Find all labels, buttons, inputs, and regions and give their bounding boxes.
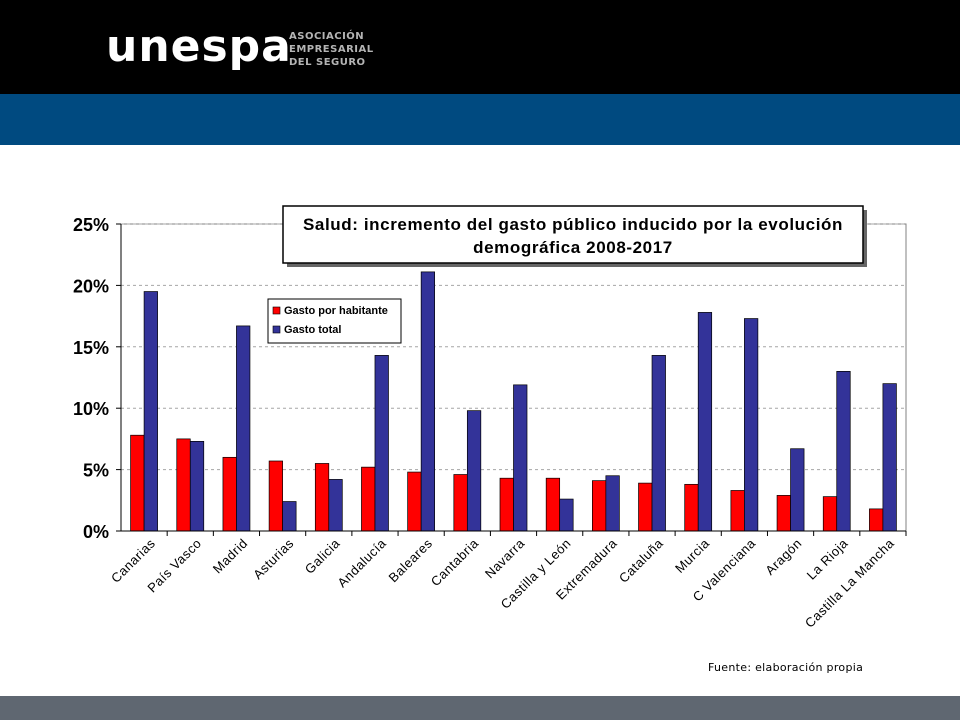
- x-tick-label-la-rioja: La Rioja: [804, 535, 851, 582]
- chart-title-line-1: Salud: incremento del gasto público indu…: [303, 215, 843, 234]
- bar-gasto-total-murcia: [697, 312, 713, 532]
- bar-gasto-total-castilla-la-mancha: [882, 383, 897, 532]
- chart-title-box: Salud: incremento del gasto público indu…: [282, 205, 867, 267]
- bar-gasto-total-cataluna: [651, 355, 666, 532]
- legend-swatch-gasto-por-habitante: [272, 306, 281, 315]
- x-tick-label-asturias: Asturias: [250, 536, 297, 583]
- bar-gasto-total-c-valenciana: [744, 318, 759, 532]
- y-tick-label-0: 0%: [83, 522, 109, 542]
- bar-gasto-total-galicia: [328, 479, 343, 532]
- x-tick-label-cataluna: Cataluña: [616, 535, 666, 585]
- bar-gasto-total-andalucia: [374, 355, 389, 532]
- source-note: Fuente: elaboración propia: [708, 661, 864, 674]
- bar-gasto-total-canarias: [143, 291, 158, 532]
- bar-gasto-por-habitante-c-valenciana: [730, 490, 745, 532]
- title-frame: [282, 205, 864, 264]
- bar-gasto-por-habitante-extremadura: [592, 480, 607, 532]
- legend-frame: [267, 298, 402, 344]
- bar-gasto-total-aragon: [790, 448, 805, 532]
- x-tick-label-andalucia: Andalucía: [334, 535, 389, 590]
- blue-banner: [0, 94, 960, 145]
- bar-gasto-total-castilla-y-leon: [559, 498, 574, 532]
- bar-gasto-por-habitante-castilla-y-leon: [545, 477, 561, 532]
- x-tick-label-galicia: Galicia: [302, 535, 343, 576]
- bar-gasto-por-habitante-madrid: [222, 456, 237, 532]
- bar-gasto-por-habitante-cataluna: [638, 482, 653, 532]
- bar-gasto-total-asturias: [282, 501, 297, 532]
- bar-gasto-total-baleares: [420, 271, 435, 532]
- bar-gasto-total-navarra: [513, 384, 528, 532]
- logo-subtitle-line-3: DEL SEGURO: [289, 57, 366, 68]
- bar-gasto-por-habitante-castilla-la-mancha: [869, 508, 884, 532]
- bar-gasto-total-la-rioja: [836, 371, 851, 532]
- footer-bar: [0, 696, 960, 720]
- chart-legend: Gasto por habitante Gasto total: [267, 298, 402, 344]
- y-tick-label-25: 25%: [73, 215, 109, 235]
- bar-gasto-total-extremadura: [605, 475, 620, 532]
- y-tick-label-10: 10%: [73, 399, 109, 419]
- bar-gasto-por-habitante-asturias: [268, 460, 283, 532]
- axes: [120, 224, 906, 532]
- y-tick-labels: 0% 5% 10% 15% 20% 25%: [73, 215, 121, 542]
- x-tick-label-castilla-la-mancha: Castilla La Mancha: [802, 535, 897, 630]
- legend-swatch-gasto-total: [272, 325, 281, 334]
- bar-gasto-por-habitante-murcia: [684, 483, 699, 532]
- legend-label-gasto-total: Gasto total: [284, 324, 341, 336]
- bar-gasto-por-habitante-la-rioja: [822, 496, 838, 532]
- x-tick-label-murcia: Murcia: [672, 535, 713, 576]
- bar-gasto-total-cantabria: [466, 410, 482, 532]
- chart-title-line-2: demográfica 2008-2017: [473, 238, 673, 257]
- bar-gasto-por-habitante-canarias: [130, 434, 145, 532]
- unespa-logo: unespa: [106, 21, 292, 72]
- bar-gasto-por-habitante-galicia: [314, 463, 330, 532]
- y-tick-label-15: 15%: [73, 338, 109, 358]
- x-tick-label-navarra: Navarra: [482, 535, 528, 581]
- bar-gasto-por-habitante-aragon: [776, 495, 791, 532]
- bar-gasto-total-pais-vasco: [189, 441, 205, 532]
- bar-gasto-por-habitante-pais-vasco: [176, 438, 191, 532]
- x-tick-label-cantabria: Cantabria: [428, 535, 482, 589]
- x-tick-label-madrid: Madrid: [210, 536, 251, 577]
- bar-gasto-por-habitante-navarra: [499, 477, 514, 532]
- header-bar: unespa ASOCIACIÓN EMPRESARIAL DEL SEGURO: [0, 0, 960, 94]
- bar-gasto-por-habitante-andalucia: [361, 466, 376, 532]
- bars: [130, 271, 897, 532]
- x-tick-label-aragon: Aragón: [762, 536, 804, 578]
- logo-subtitle: ASOCIACIÓN EMPRESARIAL DEL SEGURO: [289, 30, 374, 69]
- y-tick-label-20: 20%: [73, 276, 109, 296]
- logo-subtitle-line-1: ASOCIACIÓN: [289, 31, 365, 42]
- logo-subtitle-line-2: EMPRESARIAL: [289, 44, 374, 55]
- y-tick-label-5: 5%: [83, 461, 109, 481]
- bar-gasto-por-habitante-cantabria: [453, 474, 468, 532]
- legend-label-gasto-por-habitante: Gasto por habitante: [284, 305, 388, 317]
- bar-gasto-total-madrid: [236, 325, 251, 532]
- bar-gasto-por-habitante-baleares: [407, 471, 422, 532]
